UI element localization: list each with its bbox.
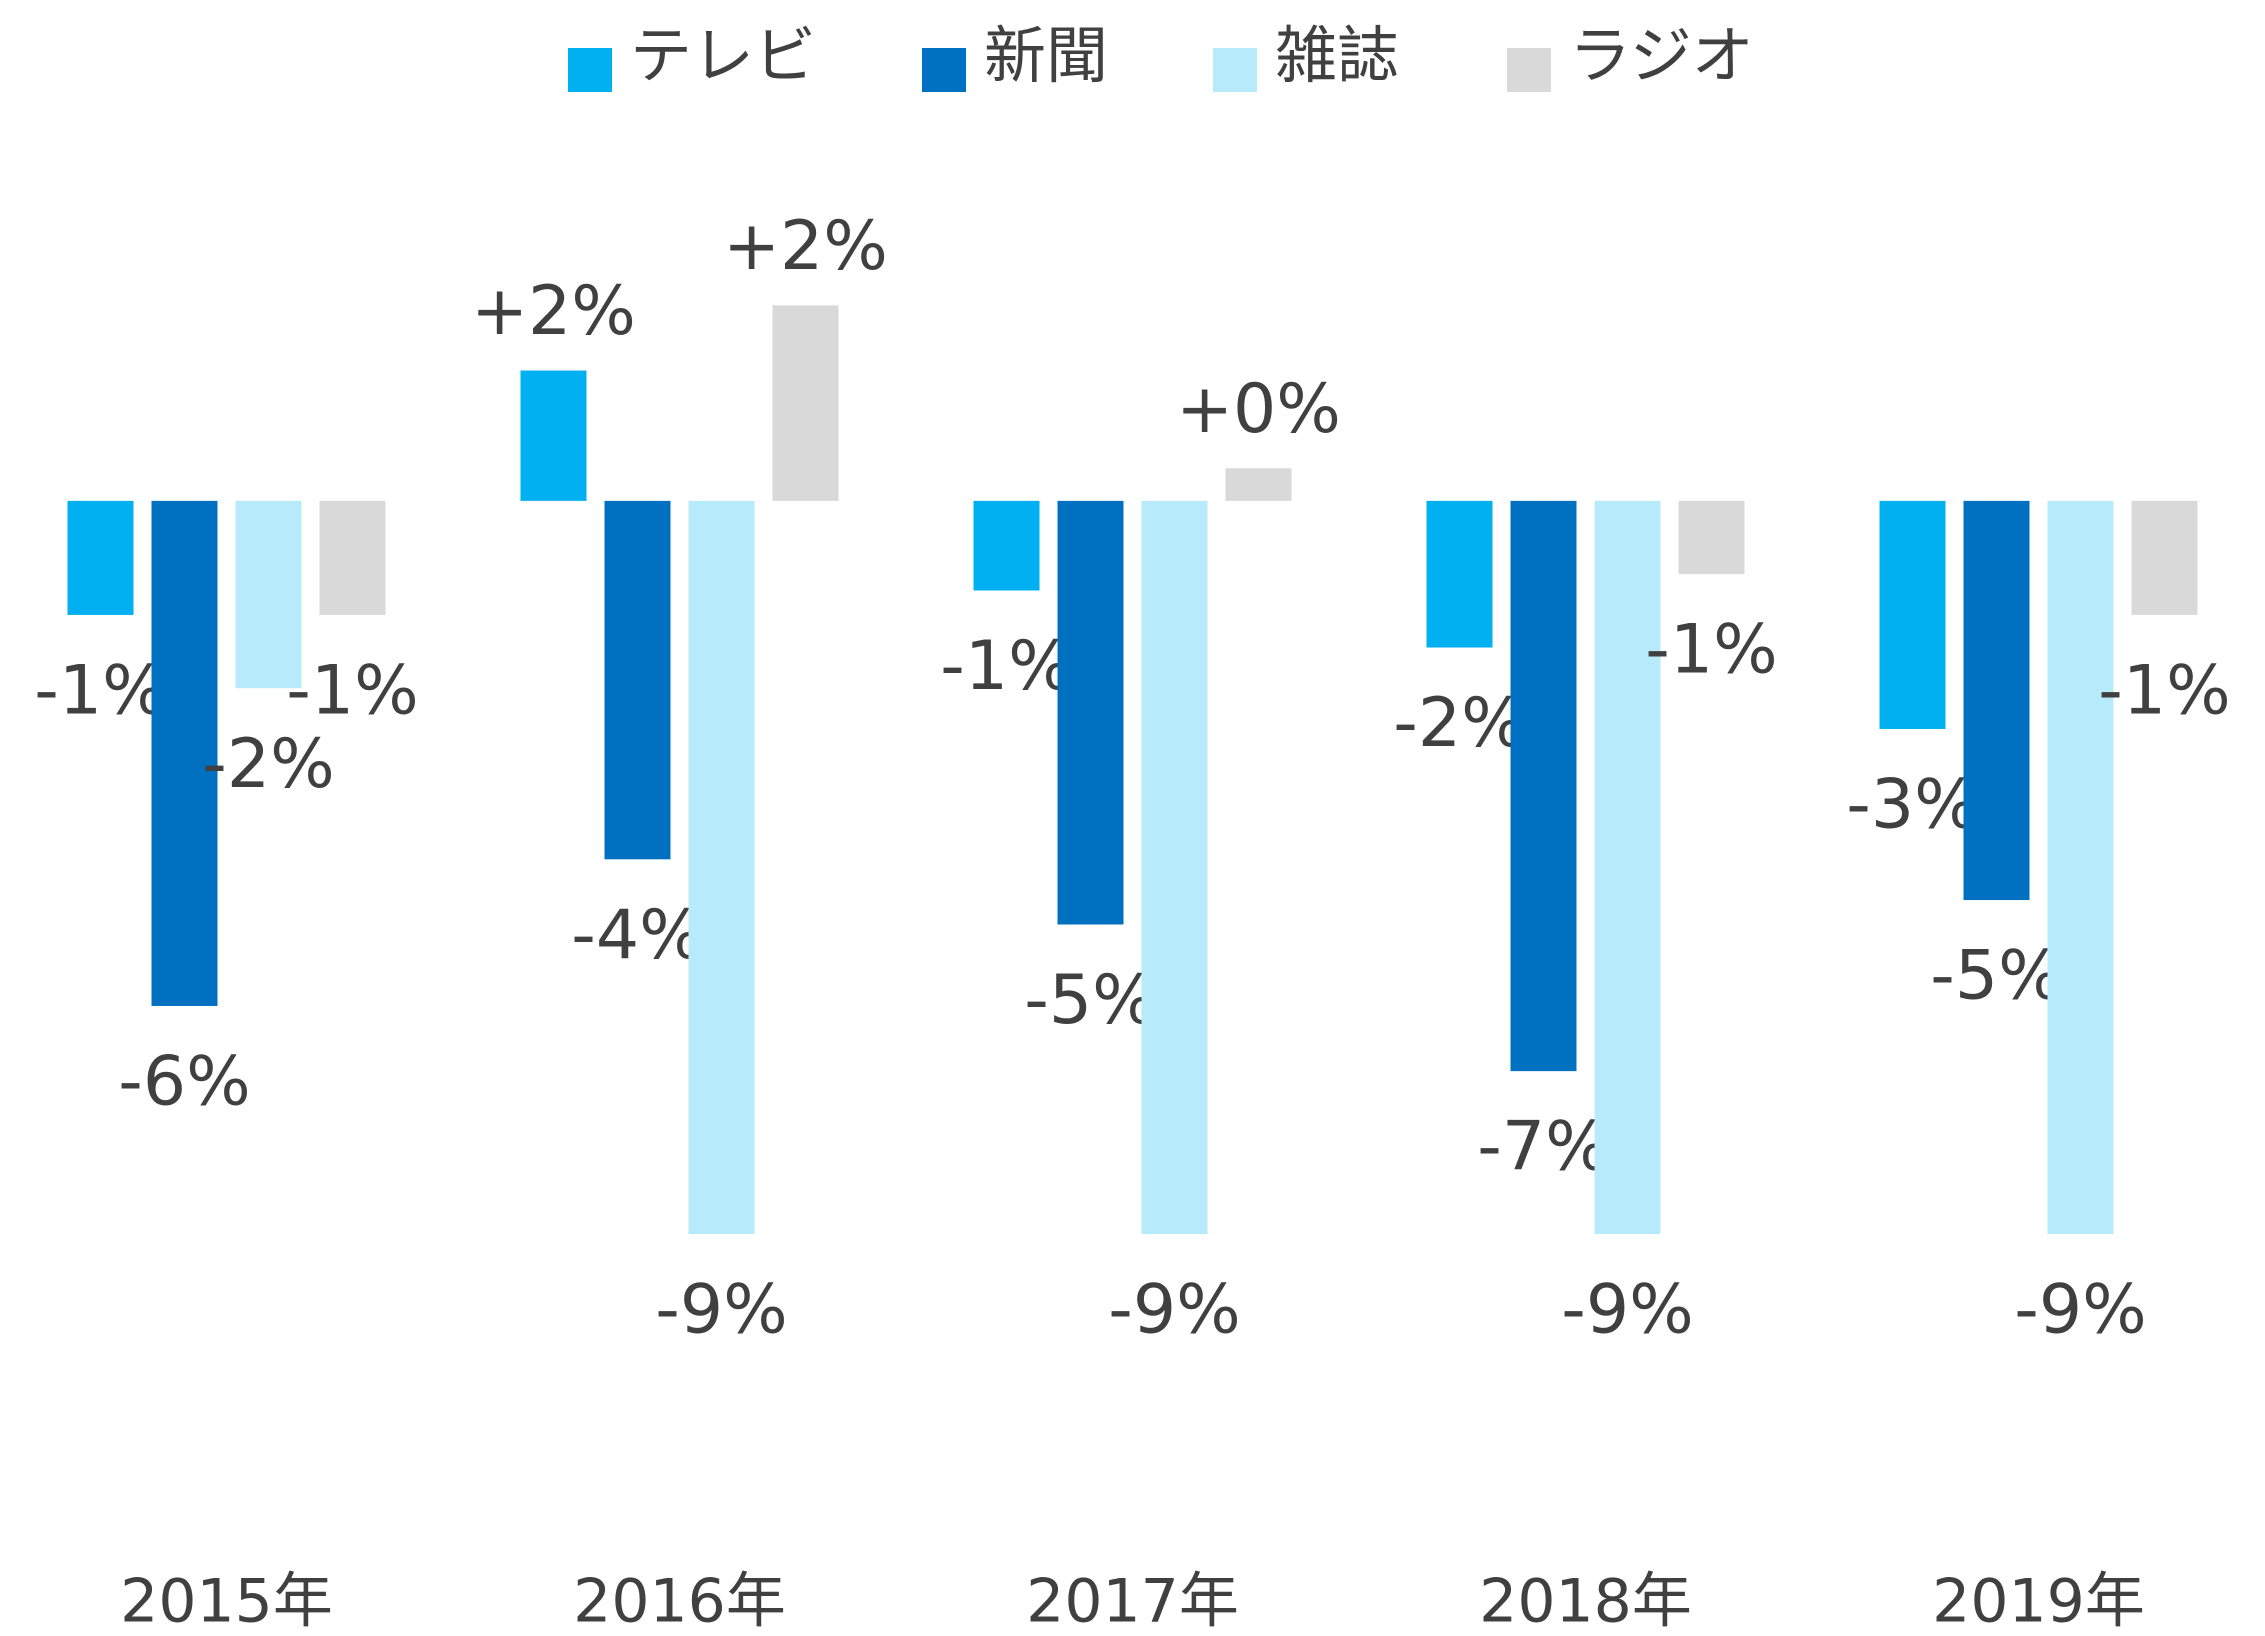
x-tick-label: 2019年 (1932, 1567, 2145, 1636)
bar (2131, 500, 2198, 615)
data-label: -9% (1561, 1271, 1693, 1350)
bar (235, 500, 302, 689)
bar (1678, 500, 1745, 575)
data-label: -3% (1846, 766, 1978, 845)
data-label: -1% (940, 627, 1072, 706)
data-label: +2% (723, 207, 888, 286)
bar (1879, 500, 1946, 729)
legend-swatch (922, 48, 966, 92)
data-label: -4% (571, 896, 703, 975)
data-label: -9% (2014, 1271, 2146, 1350)
bar (67, 500, 134, 615)
x-tick-label: 2016年 (573, 1567, 786, 1636)
bar (1426, 500, 1493, 648)
legend-label: ラジオ (1569, 19, 1754, 92)
data-label: -9% (655, 1271, 787, 1350)
data-label: -6% (118, 1043, 250, 1122)
data-label: -2% (202, 725, 334, 804)
bar (973, 500, 1040, 591)
bar (520, 370, 587, 501)
bar (604, 500, 671, 860)
data-label: -5% (1024, 961, 1156, 1040)
bar (319, 500, 386, 615)
bar (1510, 500, 1577, 1072)
bar (772, 305, 839, 501)
legend-swatch (568, 48, 612, 92)
data-label: -2% (1393, 684, 1525, 763)
x-tick-label: 2017年 (1026, 1567, 1239, 1636)
bar (1141, 500, 1208, 1235)
data-label: -1% (34, 651, 166, 730)
bar (2047, 500, 2114, 1235)
x-tick-label: 2015年 (120, 1567, 333, 1636)
legend-label: 雑誌 (1275, 19, 1399, 92)
data-label: -1% (1645, 611, 1777, 690)
legend-label: テレビ (630, 19, 816, 92)
legend-swatch (1507, 48, 1551, 92)
legend-swatch (1213, 48, 1257, 92)
data-label: -9% (1108, 1271, 1240, 1350)
data-label: +0% (1176, 370, 1341, 449)
bar (688, 500, 755, 1235)
data-label: -5% (1930, 937, 2062, 1016)
bar (151, 500, 218, 1006)
data-label: +2% (471, 272, 636, 351)
bar (1594, 500, 1661, 1235)
x-tick-label: 2018年 (1479, 1567, 1692, 1636)
data-label: -1% (2098, 651, 2230, 730)
bar (1057, 500, 1124, 925)
data-label: -1% (286, 651, 418, 730)
bar (1225, 468, 1292, 501)
bar (1963, 500, 2030, 901)
data-label: -7% (1477, 1108, 1609, 1187)
legend-label: 新聞 (984, 19, 1108, 92)
